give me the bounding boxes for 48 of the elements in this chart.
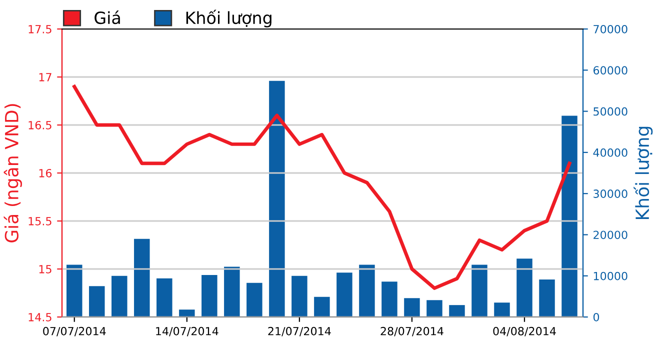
x-tick-label: 28/07/2014 bbox=[380, 326, 444, 336]
bar bbox=[336, 272, 352, 317]
y2-tick-label: 50000 bbox=[594, 107, 628, 116]
y2-axis-title: Khối lượng bbox=[634, 126, 653, 219]
y-tick-label: 15 bbox=[39, 265, 52, 274]
bar bbox=[112, 276, 128, 317]
bar bbox=[202, 275, 218, 317]
bar bbox=[426, 300, 442, 317]
y2-tick-label: 20000 bbox=[594, 230, 628, 240]
bar bbox=[156, 278, 172, 317]
x-tick-label: 21/07/2014 bbox=[268, 326, 331, 336]
legend-label: Khối lượng bbox=[186, 10, 272, 28]
bar bbox=[224, 266, 240, 317]
y-tick-label: 15.5 bbox=[28, 217, 52, 226]
line-series bbox=[72, 84, 572, 290]
x-tick-label: 04/08/2014 bbox=[493, 326, 556, 336]
y-axis-title: Giá (ngân VND) bbox=[4, 104, 22, 242]
y-tick-label: 16 bbox=[39, 168, 52, 178]
bar bbox=[539, 280, 555, 317]
bar bbox=[66, 264, 82, 317]
y-tick-label: 14.5 bbox=[28, 313, 52, 322]
bar bbox=[179, 310, 195, 317]
y-tick-label: 16.5 bbox=[28, 120, 52, 130]
bar bbox=[382, 282, 398, 317]
bar bbox=[314, 296, 330, 317]
bar bbox=[404, 298, 420, 317]
bar bbox=[134, 238, 150, 317]
y-tick-label: 17.5 bbox=[28, 25, 52, 34]
bar bbox=[292, 276, 308, 317]
y2-tick-label: 30000 bbox=[594, 190, 628, 198]
x-tick-label: 07/07/2014 bbox=[43, 326, 106, 336]
bar bbox=[359, 264, 375, 317]
y2-tick-label: 60000 bbox=[594, 66, 628, 75]
bar bbox=[516, 258, 532, 317]
y2-tick-label: 0 bbox=[593, 312, 600, 322]
legend-label: Giá bbox=[94, 10, 120, 24]
bar bbox=[89, 286, 105, 317]
bar bbox=[449, 305, 465, 317]
bar bbox=[494, 302, 510, 317]
y-tick-label: 17 bbox=[39, 73, 52, 82]
y2-tick-label: 10000 bbox=[594, 272, 628, 280]
bar bbox=[472, 264, 488, 317]
y2-tick-label: 70000 bbox=[594, 24, 628, 34]
bar bbox=[562, 116, 578, 317]
x-tick-label: 14/07/2014 bbox=[156, 326, 218, 336]
y2-tick-label: 40000 bbox=[593, 148, 628, 157]
bar bbox=[246, 282, 262, 317]
bar bbox=[269, 80, 285, 317]
